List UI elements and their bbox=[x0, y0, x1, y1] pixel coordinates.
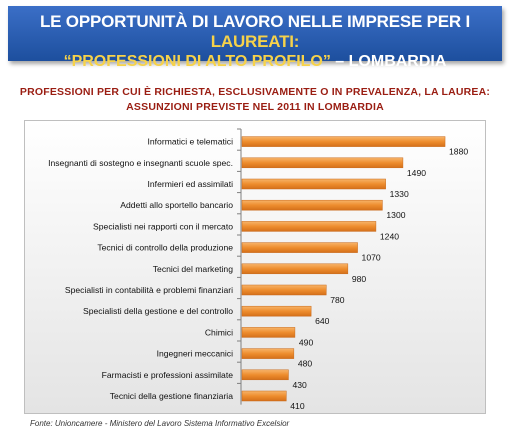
bar bbox=[241, 263, 349, 275]
banner-title-highlight: LAUREATI: bbox=[210, 32, 300, 51]
bar-value-label: 1490 bbox=[407, 168, 426, 178]
bar-value-label: 1070 bbox=[362, 253, 381, 263]
title-banner: LE OPPORTUNITÀ DI LAVORO NELLE IMPRESE P… bbox=[8, 6, 502, 70]
category-label: Specialisti in contabilità e problemi fi… bbox=[65, 285, 233, 295]
banner-title-main: LE OPPORTUNITÀ DI LAVORO NELLE IMPRESE P… bbox=[39, 12, 471, 31]
banner-title-line2: “PROFESSIONI DI ALTO PROFILO” – LOMBARDI… bbox=[8, 52, 502, 72]
bar bbox=[241, 327, 296, 338]
bar-value-label: 430 bbox=[292, 380, 307, 390]
bar bbox=[241, 242, 358, 253]
category-label: Infermieri ed assimilati bbox=[148, 179, 234, 189]
bar bbox=[241, 369, 289, 381]
bar bbox=[241, 178, 386, 190]
banner-subtitle-highlight: “PROFESSIONI DI ALTO PROFILO” bbox=[63, 53, 331, 70]
chart-panel: Informatici e telematici 1880 Insegnanti d… bbox=[24, 120, 486, 414]
bar-value-label: 1880 bbox=[449, 147, 468, 157]
category-label: Addetti allo sportello bancario bbox=[120, 200, 233, 210]
category-label: Tecnici della gestione finanziaria bbox=[110, 391, 233, 401]
bar bbox=[241, 157, 404, 169]
category-label: Informatici e telematici bbox=[148, 137, 234, 147]
bar-value-label: 980 bbox=[352, 274, 367, 284]
category-label: Chimici bbox=[205, 327, 233, 337]
bar-value-label: 1240 bbox=[380, 231, 399, 241]
banner-subtitle-main: – LOMBARDIA bbox=[330, 53, 447, 70]
bar bbox=[241, 284, 327, 296]
category-label: Specialisti nei rapporti con il mercato bbox=[93, 221, 233, 231]
bar-chart: Informatici e telematici 1880 Insegnanti d… bbox=[48, 128, 468, 411]
category-label: Tecnici del marketing bbox=[153, 264, 233, 274]
source-footer: Fonte: Unioncamere - Ministero del Lavor… bbox=[30, 419, 290, 428]
category-label: Specialisti della gestione e del control… bbox=[83, 306, 233, 316]
bar-value-label: 490 bbox=[299, 337, 314, 347]
bar bbox=[241, 199, 383, 211]
bar bbox=[241, 221, 377, 232]
banner-title-line1: LE OPPORTUNITÀ DI LAVORO NELLE IMPRESE P… bbox=[8, 6, 502, 52]
bar-value-label: 1330 bbox=[390, 189, 409, 199]
bar bbox=[241, 390, 287, 402]
category-label: Insegnanti di sostegno e insegnanti scuo… bbox=[48, 158, 233, 168]
bar bbox=[241, 136, 446, 147]
bar-value-label: 480 bbox=[298, 359, 313, 369]
category-label: Tecnici di controllo della produzione bbox=[97, 243, 233, 253]
bar bbox=[241, 305, 312, 317]
bar-value-label: 410 bbox=[290, 401, 305, 411]
category-label: Farmacisti e professioni assimilate bbox=[102, 370, 234, 380]
chart-subtitle-line1: PROFESSIONI PER CUI È RICHIESTA, ESCLUSI… bbox=[19, 86, 491, 98]
bar-value-label: 1300 bbox=[386, 210, 405, 220]
bar-value-label: 640 bbox=[315, 316, 330, 326]
category-label: Ingegneri meccanici bbox=[157, 349, 234, 359]
bar-value-label: 780 bbox=[330, 295, 345, 305]
bar bbox=[241, 348, 295, 359]
chart-subtitle-line2: ASSUNZIONI PREVISTE NEL 2011 IN LOMBARDI… bbox=[126, 101, 384, 113]
